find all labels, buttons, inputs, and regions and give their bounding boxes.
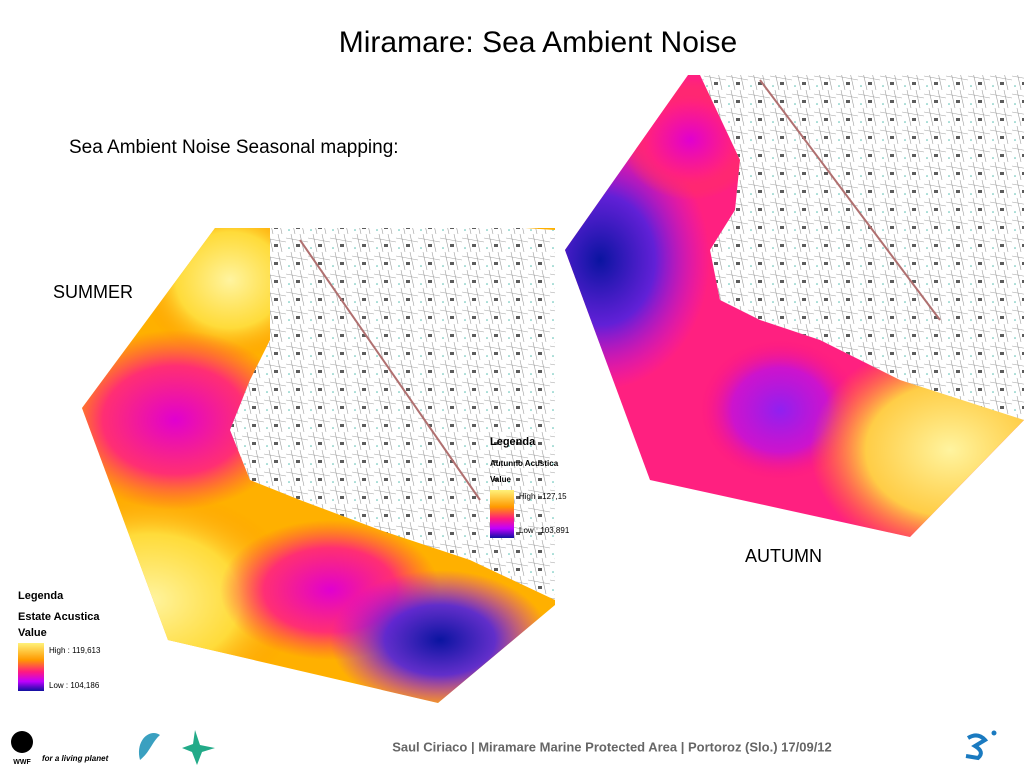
title: Miramare: Sea Ambient Noise	[339, 26, 738, 59]
logo	[182, 730, 215, 765]
legend: Legenda Estate Acustica Value High : 119…	[18, 590, 101, 691]
legend-title: Legenda	[18, 590, 64, 602]
legend-layer: Estate Acustica	[18, 611, 100, 623]
legend-ramp	[490, 490, 514, 538]
logo	[139, 732, 160, 760]
legend-low: Low : 103,891	[519, 526, 570, 535]
tagline: for a living planet	[42, 754, 109, 763]
legend-high: High : 127,15	[519, 492, 567, 501]
wwf-logo	[11, 731, 33, 753]
legend-title: Legenda	[490, 436, 536, 448]
legend: Legenda Autunno Acustica Value High : 12…	[490, 436, 570, 538]
subtitle: Sea Ambient Noise Seasonal mapping:	[69, 137, 399, 158]
autumn-map	[565, 75, 1024, 537]
footer: WWF for a living planet Saul Ciriaco | M…	[11, 730, 997, 766]
legend-high: High : 119,613	[49, 646, 101, 655]
summer-map	[82, 228, 555, 703]
legend-layer: Autunno Acustica	[490, 459, 559, 468]
map-label: SUMMER	[53, 282, 133, 302]
legend-ramp	[18, 643, 44, 691]
legend-field: Value	[490, 475, 511, 484]
logo	[965, 733, 989, 761]
map-label: AUTUMN	[745, 546, 822, 566]
logo	[991, 730, 997, 736]
legend-low: Low : 104,186	[49, 681, 100, 690]
footer-text: Saul Ciriaco | Miramare Marine Protected…	[392, 739, 832, 754]
legend-field: Value	[18, 627, 47, 639]
wwf-text: WWF	[13, 759, 31, 766]
